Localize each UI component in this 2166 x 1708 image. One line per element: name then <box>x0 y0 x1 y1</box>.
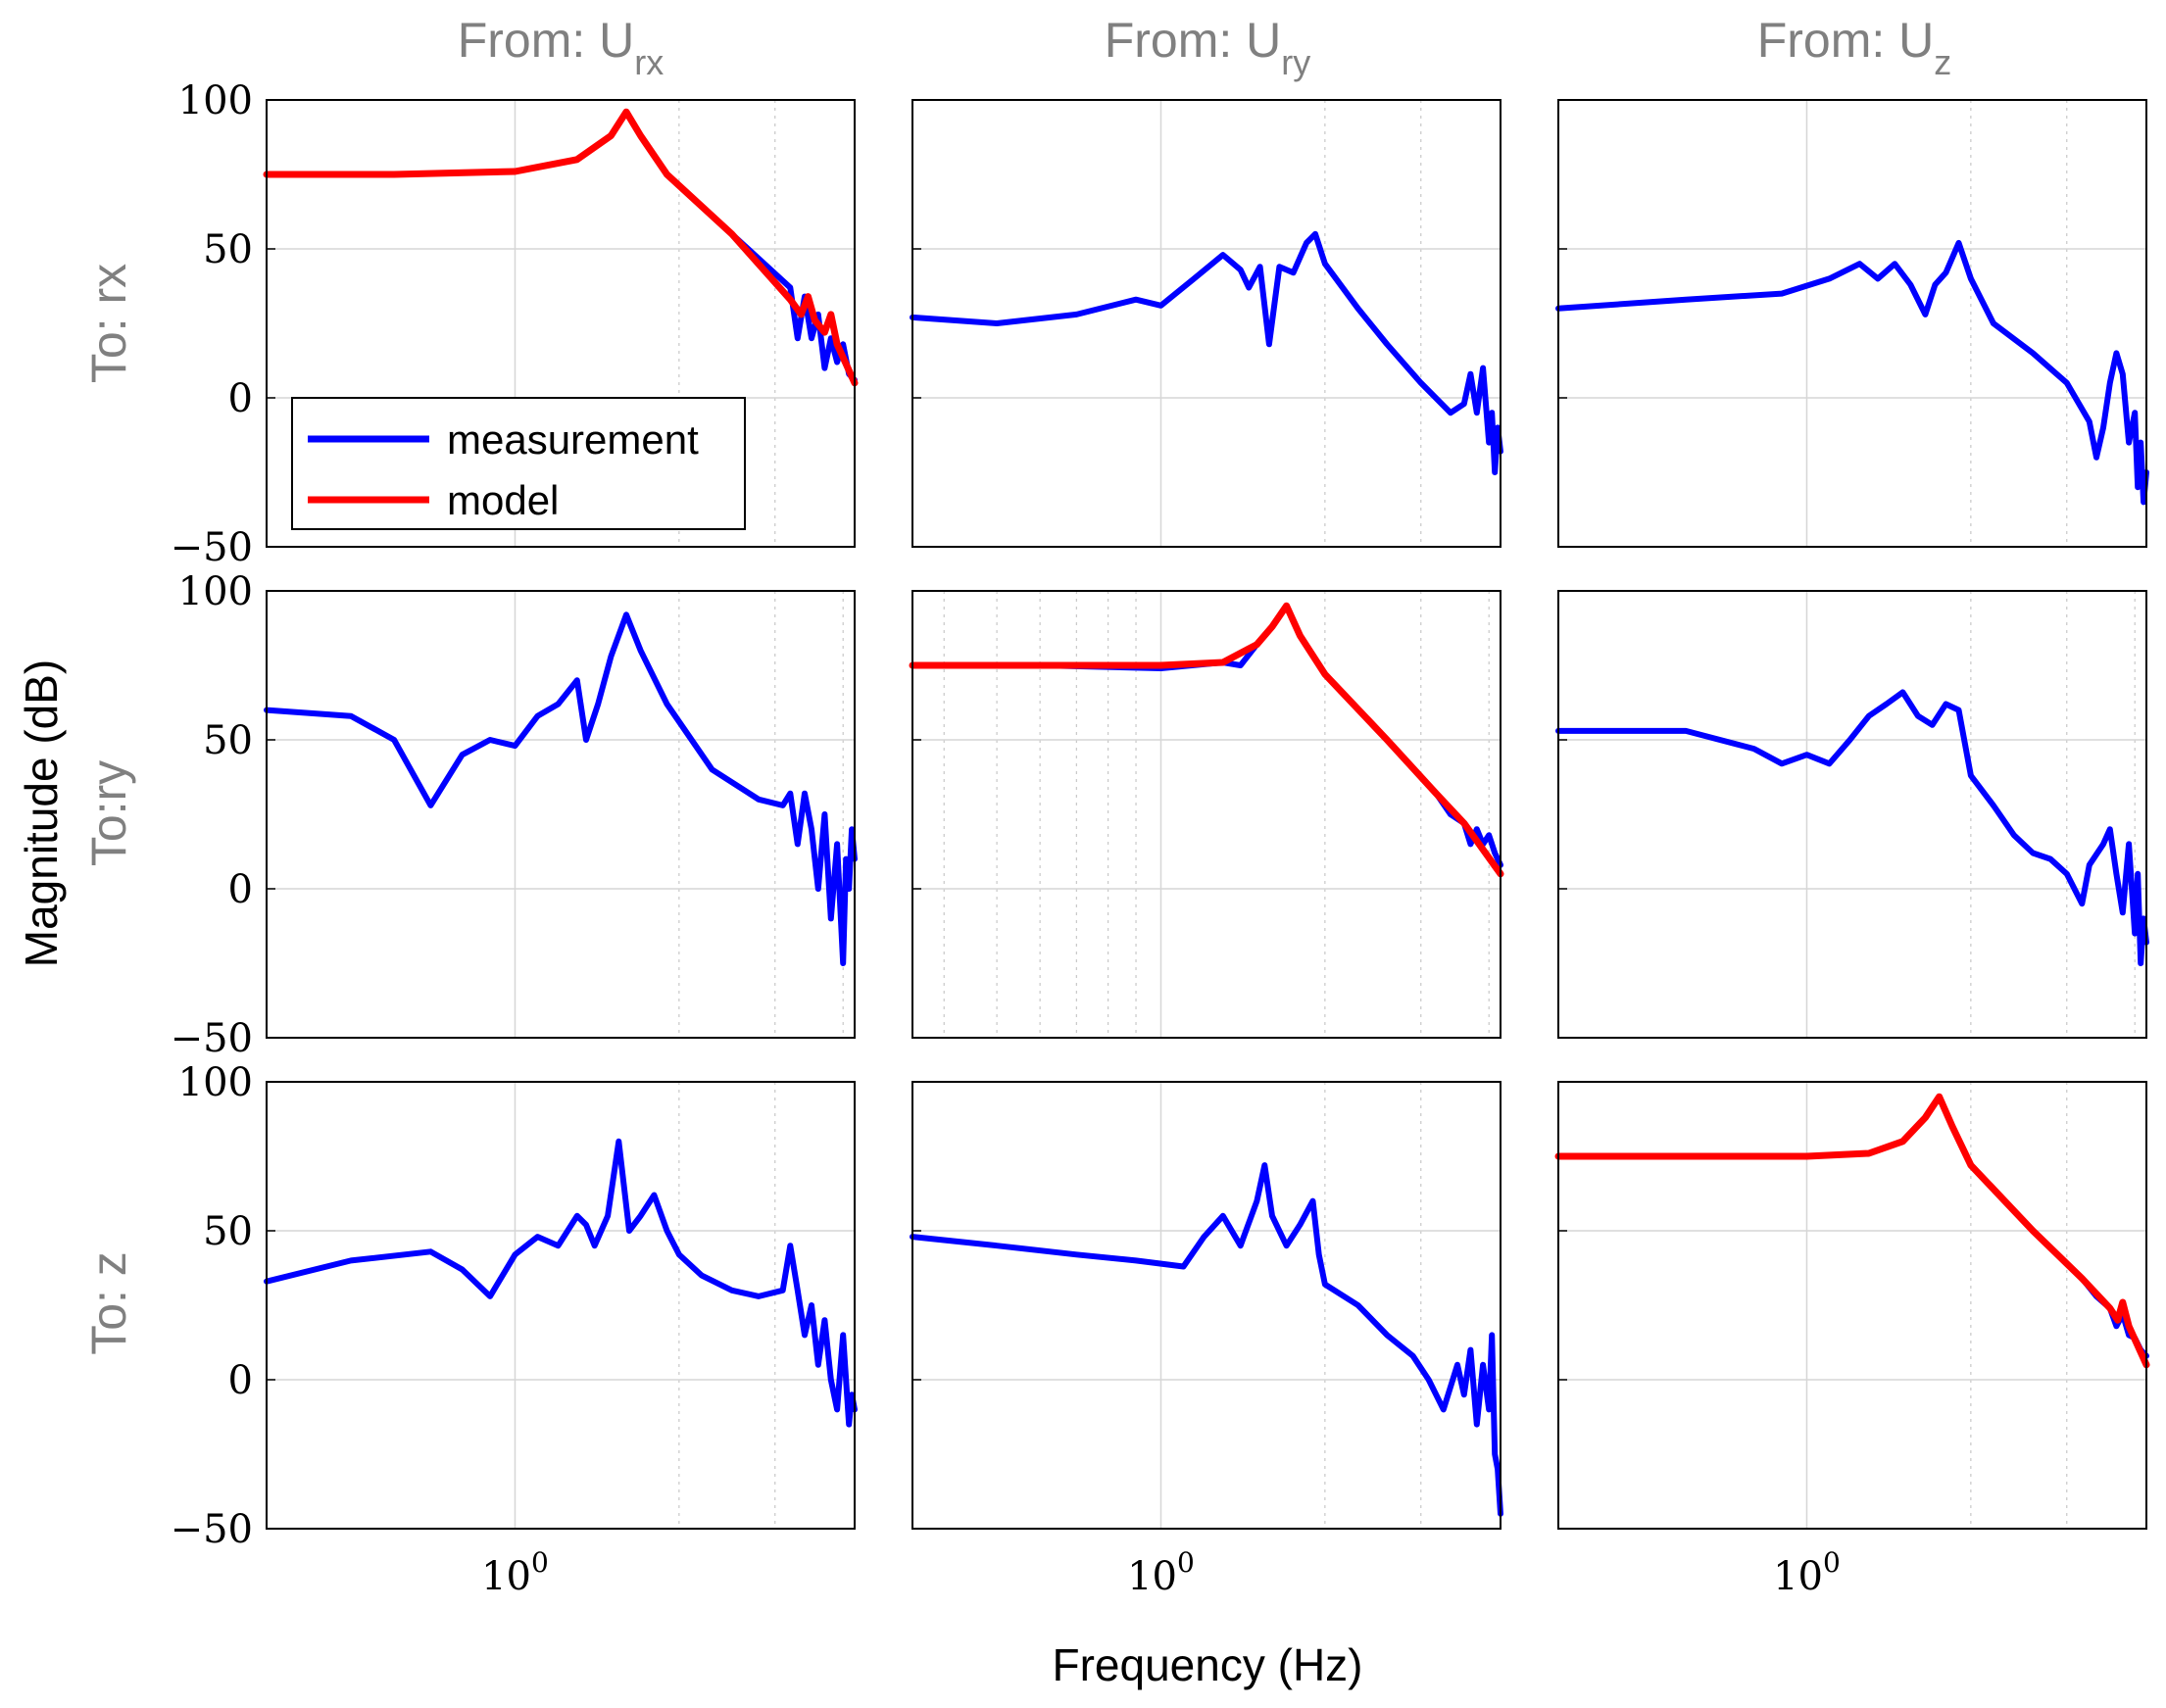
legend: measurement model <box>291 397 746 530</box>
column-header-sub: ry <box>1281 42 1310 82</box>
x-axis-label: Frequency (Hz) <box>1053 1639 1363 1690</box>
series-measurement <box>1555 689 2149 966</box>
y-tick-label: 50 <box>203 718 253 763</box>
series-measurement <box>264 611 858 966</box>
y-tick-label: 100 <box>178 78 253 123</box>
x-tick-exp: 0 <box>1823 1546 1841 1579</box>
y-tick-label: −50 <box>171 525 253 570</box>
y-tick-label: 100 <box>178 1060 253 1105</box>
y-tick-label: 100 <box>178 569 253 614</box>
panel-frame <box>1557 590 2147 1039</box>
x-tick-exp: 0 <box>531 1546 549 1579</box>
column-header-sub: z <box>1934 42 1951 82</box>
y-tick-label: 0 <box>228 1358 253 1403</box>
row-label-z: To: z <box>81 1251 136 1355</box>
series-measurement <box>910 1162 1503 1517</box>
series-measurement <box>264 109 858 383</box>
series-model <box>909 602 1504 878</box>
series-measurement <box>910 603 1503 868</box>
panel-r0-c2 <box>1555 99 2149 548</box>
column-headers: From: Urx From: Ury From: Uz <box>458 13 1952 82</box>
panel-frame <box>911 590 1501 1039</box>
legend-box <box>291 397 746 530</box>
panel-r1-c2 <box>1555 590 2149 1039</box>
y-tick-label: −50 <box>171 1507 253 1552</box>
column-header-uz: From: Uz <box>1757 13 1952 82</box>
row-label-ry: To:ry <box>81 760 136 866</box>
y-tick-label: 50 <box>203 1209 253 1254</box>
column-header-prefix: From: U <box>1105 13 1282 68</box>
x-tick-label: 100 <box>1127 1546 1195 1599</box>
y-tick-label: 50 <box>203 227 253 272</box>
panel-frame <box>266 590 856 1039</box>
panel-r0-c1 <box>910 99 1503 548</box>
x-tick-exp: 0 <box>1177 1546 1195 1579</box>
panel-r0-c0: 100 50 0 −50 <box>171 78 859 570</box>
series-measurement <box>264 1138 858 1428</box>
panel-frame <box>911 1081 1501 1530</box>
panel-frame <box>1557 1081 2147 1530</box>
panel-r2-c1: 100 <box>910 1081 1503 1599</box>
series-model <box>1554 1093 2150 1369</box>
column-header-ury: From: Ury <box>1105 13 1311 82</box>
x-tick-base: 10 <box>481 1554 531 1599</box>
series-measurement <box>910 230 1503 475</box>
panel-r1-c0: 100 50 0 −50 <box>171 569 858 1061</box>
y-tick-label: −50 <box>171 1016 253 1061</box>
panel-frame <box>911 99 1501 548</box>
x-tick-label: 100 <box>481 1546 549 1599</box>
panel-frame <box>266 99 856 548</box>
y-tick-label: 0 <box>228 376 253 421</box>
x-tick-base: 10 <box>1127 1554 1177 1599</box>
panel-r2-c2: 100 <box>1554 1081 2150 1599</box>
legend-label-measurement: measurement <box>447 416 699 463</box>
x-tick-label: 100 <box>1773 1546 1841 1599</box>
panel-r1-c1 <box>909 590 1504 1039</box>
legend-label-model: model <box>447 477 559 523</box>
row-label-rx: To: rx <box>81 264 136 383</box>
y-tick-label: 0 <box>228 867 253 912</box>
series-model <box>263 108 859 387</box>
series-measurement <box>1555 239 2149 506</box>
y-axis-label: Magnitude (dB) <box>16 659 67 968</box>
panel-frame <box>266 1081 856 1530</box>
series-measurement <box>1555 1094 2149 1359</box>
column-header-prefix: From: U <box>1757 13 1935 68</box>
x-tick-base: 10 <box>1773 1554 1823 1599</box>
column-header-prefix: From: U <box>458 13 635 68</box>
row-labels: To: rx To:ry To: z <box>81 264 136 1355</box>
column-header-sub: rx <box>634 42 664 82</box>
panel-frame <box>1557 99 2147 548</box>
column-header-urx: From: Urx <box>458 13 665 82</box>
